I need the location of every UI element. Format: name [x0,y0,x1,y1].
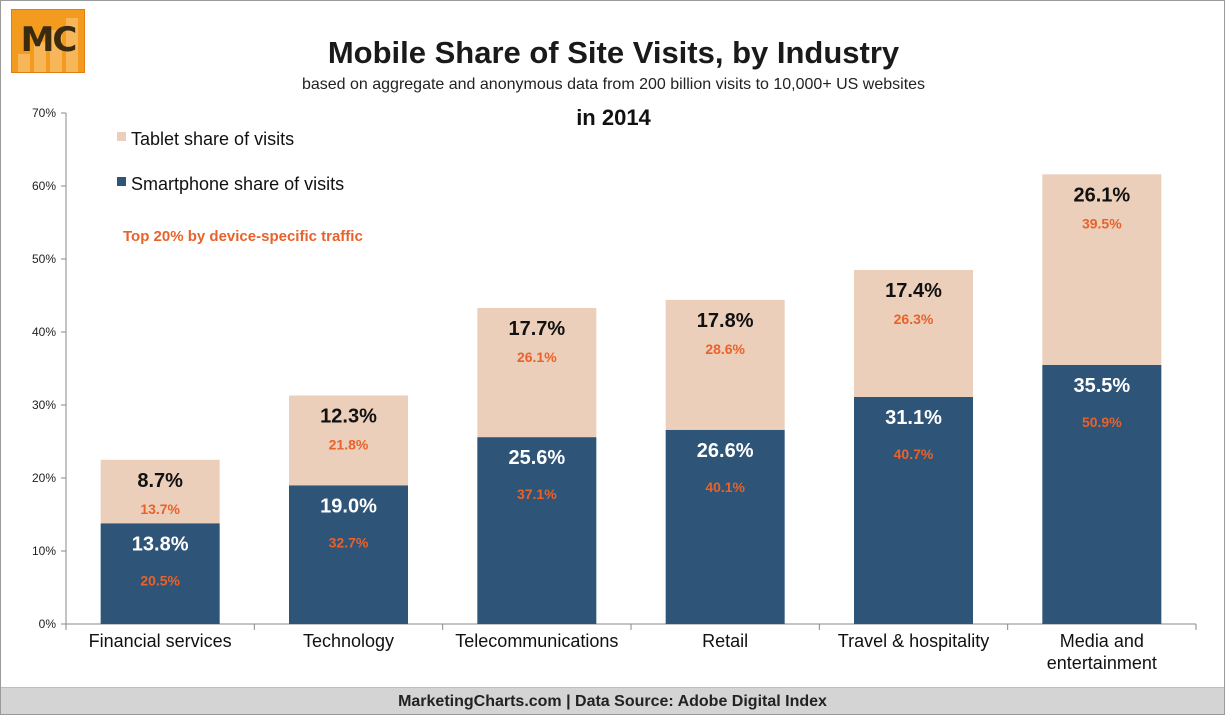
tablet-top20-label: 28.6% [705,341,745,357]
logo-bar [34,42,46,72]
bar-smartphone [289,485,408,624]
x-category-label: Retail [702,631,748,651]
x-category-label: entertainment [1047,653,1157,673]
smartphone-top20-label: 20.5% [140,572,180,588]
logo-text: MC [20,20,78,60]
y-tick-label: 40% [32,325,56,339]
y-tick-label: 20% [32,471,56,485]
legend-label-tablet: Tablet share of visits [131,129,294,149]
tablet-top20-label: 39.5% [1082,215,1122,231]
logo-bar [66,18,78,72]
tablet-top20-label: 26.3% [894,311,934,327]
smartphone-value-label: 19.0% [320,495,377,517]
top20-note: Top 20% by device-specific traffic [123,228,363,245]
y-tick-label: 30% [32,398,56,412]
marketingcharts-logo: MC [11,9,85,73]
y-tick-label: 0% [39,617,57,631]
tablet-top20-label: 26.1% [517,349,557,365]
bar-smartphone [100,523,220,624]
tablet-value-label: 8.7% [137,470,183,492]
y-tick-label: 60% [32,179,56,193]
logo-bar [50,30,62,72]
source-footer: MarketingCharts.com | Data Source: Adobe… [1,687,1224,714]
bar-tablet [477,307,597,438]
x-category-label: Media and [1060,631,1144,651]
smartphone-top20-label: 40.7% [894,446,934,462]
x-category-label: Travel & hospitality [838,631,989,651]
bar-smartphone [477,437,597,624]
y-tick-label: 50% [32,252,56,266]
tablet-value-label: 17.8% [697,310,754,332]
y-tick-label: 70% [32,106,56,120]
bar-tablet [854,269,973,397]
smartphone-top20-label: 40.1% [705,479,745,495]
tablet-top20-label: 21.8% [329,437,369,453]
legend-swatch-smartphone [117,177,126,186]
chart-year: in 2014 [576,105,651,130]
x-category-label: Telecommunications [455,631,618,651]
chart-title: Mobile Share of Site Visits, by Industry [327,35,900,70]
legend-swatch-tablet [117,132,126,141]
logo-bar [18,54,30,72]
smartphone-value-label: 26.6% [697,440,754,462]
smartphone-value-label: 31.1% [885,407,942,429]
tablet-value-label: 26.1% [1073,184,1130,206]
smartphone-value-label: 35.5% [1073,375,1130,397]
y-tick-label: 10% [32,544,56,558]
x-category-label: Financial services [89,631,232,651]
bar-tablet [100,459,220,524]
bar-tablet [289,395,408,486]
tablet-value-label: 17.7% [508,318,565,340]
tablet-value-label: 17.4% [885,280,942,302]
x-category-label: Technology [303,631,394,651]
smartphone-top20-label: 32.7% [329,534,369,550]
bar-smartphone [665,429,785,624]
bar-tablet [665,299,785,430]
legend-label-smartphone: Smartphone share of visits [131,174,344,194]
smartphone-value-label: 13.8% [132,533,189,555]
chart-subtitle: based on aggregate and anonymous data fr… [301,76,926,93]
stacked-bar-chart: 0% 10% 20% 30% 40% 50% 60% 70% 13.8% 20.5% 8.7% 13.… [32,106,1197,673]
tablet-value-label: 12.3% [320,406,377,428]
tablet-top20-label: 13.7% [140,501,180,517]
bar-smartphone [1042,364,1162,624]
smartphone-top20-label: 50.9% [1082,414,1122,430]
smartphone-top20-label: 37.1% [517,486,557,502]
bar-smartphone [854,396,973,624]
bar-tablet [1042,174,1162,365]
smartphone-value-label: 25.6% [508,447,565,469]
